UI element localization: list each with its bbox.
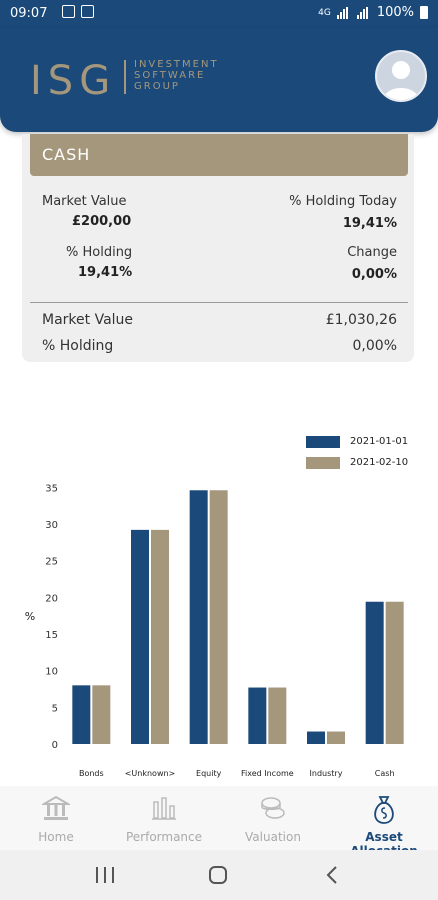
status-right: 4G 100% [318,5,428,20]
x-tick-label-3: Fixed Income [241,769,294,778]
bank-icon [42,795,70,820]
change-label: Change [347,245,397,260]
bottom-navigation: Home Performance Valuation Asset Allocat… [0,786,438,858]
change-value: 0,00% [351,267,397,282]
legend-swatch-2 [306,457,340,469]
back-icon[interactable] [325,865,339,885]
avatar[interactable] [375,50,427,102]
bar-4-series-0 [307,731,325,744]
logo-subtitle: INVESTMENT SOFTWARE GROUP [134,59,219,92]
chart-plot: % 0 5 10 15 20 25 30 35 Bonds <Unknown> Equity Fixed… [25,483,404,778]
x-tick-label-4: Industry [310,769,343,778]
legend-swatch-1 [306,436,340,448]
image-icon [62,5,75,18]
legend-label-1: 2021-01-01 [350,436,409,447]
y-tick-label-6: 30 [45,520,58,531]
holding-value: 19,41% [78,265,133,280]
x-tick-label-5: Cash [375,769,395,778]
y-tick-label-5: 25 [45,557,58,568]
x-tick-label-0: Bonds [79,769,104,778]
nav-asset-allocation[interactable]: Asset Allocation [332,786,436,858]
logo-sub-line-1: INVESTMENT [134,59,219,70]
nav-performance-label: Performance [125,830,203,844]
bar-5-series-0 [365,601,384,744]
card-title: CASH [42,145,91,164]
app-header: ISG INVESTMENT SOFTWARE GROUP [0,28,438,132]
user-icon [383,61,419,100]
battery-icon [420,6,428,19]
card-divider [30,302,408,303]
bar-1-series-0 [131,529,149,744]
card-title-bar: CASH [30,134,408,176]
signal-icon [336,6,351,19]
bar-0-series-0 [72,685,91,744]
cash-card: CASH Market Value £200,00 % Holding Toda… [22,134,414,362]
holding-today-label: % Holding Today [289,194,397,209]
y-tick-label-2: 10 [45,667,58,678]
home-button-icon[interactable] [208,865,228,885]
nav-valuation-label: Valuation [245,830,301,844]
clock: 09:07 [10,6,48,21]
bar-2-series-1 [209,490,228,744]
total-holding: 0,00% [352,338,397,354]
y-axis-title: % [25,610,35,623]
bar-3-series-0 [248,687,267,744]
nav-performance[interactable]: Performance [116,786,212,850]
y-tick-label-1: 5 [52,703,58,714]
signal-icon-2 [356,6,371,19]
status-bar: 09:07 4G 100% [0,0,438,28]
y-tick-label-3: 15 [45,630,58,641]
allocation-chart: 2021-01-01 2021-02-10 % 0 5 10 15 20 25 30 35 Bon… [0,420,438,790]
money-bag-icon [374,796,394,824]
bar-chart-icon [152,797,176,820]
market-value-label: Market Value [42,194,127,209]
bar-3-series-1 [268,687,287,744]
coins-icon [261,797,285,819]
battery-percent: 100% [376,5,414,20]
logo-sub-line-2: SOFTWARE [134,70,206,81]
bar-4-series-1 [327,731,345,744]
holding-today: 19,41% [342,216,397,231]
x-tick-label-1: <Unknown> [125,769,176,778]
nav-valuation[interactable]: Valuation [230,786,316,850]
notification-icons [62,5,94,18]
logo-text: ISG [30,58,117,104]
x-tick-label-2: Equity [196,769,222,778]
bar-5-series-1 [385,601,404,744]
total-holding-label: % Holding [42,338,114,354]
total-market-value: £1,030,26 [325,312,397,328]
network-type: 4G [318,7,331,18]
logo-divider [124,60,126,94]
bar-1-series-1 [151,529,169,744]
total-market-value-label: Market Value [42,312,134,328]
message-icon [81,5,94,18]
market-value: £200,00 [72,214,132,229]
legend-label-2: 2021-02-10 [350,457,409,468]
system-navigation [0,850,438,900]
y-tick-label-7: 35 [45,483,58,494]
logo-sub-line-3: GROUP [134,81,180,92]
bar-2-series-0 [189,490,208,744]
bar-0-series-1 [92,685,111,744]
y-tick-label-0: 0 [52,740,58,751]
nav-home-label: Home [38,830,74,844]
y-tick-label-4: 20 [45,593,58,604]
holding-label: % Holding [66,245,133,260]
nav-home[interactable]: Home [14,786,98,850]
recent-apps-icon[interactable] [94,866,116,884]
